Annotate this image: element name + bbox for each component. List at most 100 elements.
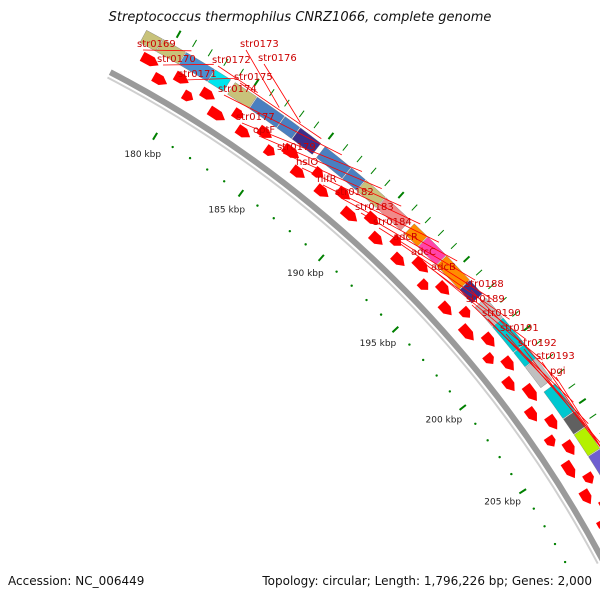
gene-arrow xyxy=(544,413,558,430)
minor-tick xyxy=(421,358,425,362)
gene-arrow xyxy=(389,234,402,246)
major-tick xyxy=(152,132,159,141)
gene-arrow xyxy=(411,255,429,273)
gene-arrow xyxy=(256,124,272,138)
gene-arrow xyxy=(500,355,514,371)
tick-label: 190 kbp xyxy=(287,269,324,279)
minor-tick xyxy=(532,507,536,510)
gene-label: str0182 xyxy=(335,187,374,198)
gene-label: str0192 xyxy=(518,338,557,349)
outer-tick xyxy=(500,296,507,303)
gene-label: str0172 xyxy=(212,55,251,66)
gene-arrow xyxy=(289,164,305,178)
outer-tick xyxy=(298,110,305,118)
label-leader xyxy=(217,65,258,93)
gene-label: str0173 xyxy=(240,39,279,50)
outer-tick xyxy=(424,216,431,224)
minor-tick xyxy=(335,270,338,273)
cog-block xyxy=(342,167,366,191)
gene-arrow xyxy=(311,166,324,178)
gene-label: str0190 xyxy=(482,308,521,319)
gene-label: str0176 xyxy=(258,53,297,64)
major-tick xyxy=(518,488,527,495)
minor-tick xyxy=(553,542,557,546)
outer-tick xyxy=(450,242,458,250)
gene-label: str0175 xyxy=(234,72,273,83)
outer-tick xyxy=(535,339,543,346)
cog-block xyxy=(249,96,285,128)
major-tick xyxy=(237,189,245,198)
outer-tick xyxy=(207,49,213,57)
minor-tick xyxy=(563,560,567,564)
outer-tick xyxy=(578,397,587,405)
outer-tick xyxy=(384,179,391,187)
minor-tick xyxy=(498,455,501,459)
outer-tick xyxy=(462,255,471,263)
gene-arrow xyxy=(172,70,189,84)
cog-block xyxy=(291,127,322,155)
minor-tick xyxy=(486,439,489,442)
label-leader xyxy=(258,135,382,189)
outer-tick xyxy=(546,353,554,360)
label-leader xyxy=(223,94,342,156)
minor-tick xyxy=(435,374,438,377)
minor-tick xyxy=(379,313,383,316)
tick-label: 200 kbp xyxy=(426,415,463,425)
label-leader xyxy=(183,77,236,81)
outer-tick xyxy=(370,167,377,175)
cog-block xyxy=(356,179,386,208)
outer-tick xyxy=(589,413,597,419)
outer-tick xyxy=(238,68,244,76)
outer-tick xyxy=(557,368,565,375)
gene-arrow xyxy=(582,471,594,484)
tick-label: 195 kbp xyxy=(360,339,397,349)
gene-label: str0193 xyxy=(536,351,575,362)
gene-label: str0188 xyxy=(465,279,504,290)
label-leader xyxy=(245,49,280,108)
tick-label: 180 kbp xyxy=(124,150,161,160)
minor-tick xyxy=(543,525,546,528)
label-leader xyxy=(322,184,440,243)
cog-block xyxy=(588,449,600,476)
gene-arrow xyxy=(334,185,351,200)
major-tick xyxy=(391,325,399,333)
gene-arrow xyxy=(180,89,194,102)
gene-label: str0170 xyxy=(157,54,196,65)
minor-tick xyxy=(272,217,275,220)
outer-tick xyxy=(488,283,495,290)
backbone-inner xyxy=(107,76,599,565)
tick-label: 205 kbp xyxy=(484,497,521,507)
gene-arrows xyxy=(139,51,600,529)
minor-tick xyxy=(222,180,226,183)
gene-arrow xyxy=(480,331,495,347)
gene-arrow xyxy=(206,105,225,121)
minor-tick xyxy=(510,472,513,476)
gene-label: nifR xyxy=(317,174,337,185)
label-leader xyxy=(470,289,559,382)
gene-arrow xyxy=(339,205,358,222)
outer-tick xyxy=(253,78,260,87)
gene-arrow xyxy=(281,142,300,159)
outer-tick xyxy=(475,269,483,276)
cog-block xyxy=(178,52,215,82)
label-leader xyxy=(523,348,600,448)
outer-tick xyxy=(568,383,576,389)
outer-tick xyxy=(223,58,229,67)
outer-tick xyxy=(269,89,275,97)
minor-tick xyxy=(304,243,307,246)
genome-title: Streptococcus thermophilus CNRZ1066, com… xyxy=(108,10,492,25)
gene-label: str0177 xyxy=(236,112,275,123)
label-leader xyxy=(416,257,527,340)
cog-block xyxy=(316,146,352,179)
cog-block xyxy=(139,30,163,52)
outer-tick xyxy=(342,143,349,151)
gene-arrow xyxy=(458,305,471,318)
gene-labels: str0169 str0170 str0171 str0172 str0173 str01… xyxy=(137,39,600,448)
gene-arrow xyxy=(139,51,159,67)
major-tick xyxy=(317,254,325,262)
outer-tick xyxy=(512,310,519,317)
gene-label: hslO xyxy=(296,157,318,168)
gene-label: str0174 xyxy=(218,84,257,95)
gene-label: str0171 xyxy=(178,69,217,80)
label-leader xyxy=(398,242,510,320)
